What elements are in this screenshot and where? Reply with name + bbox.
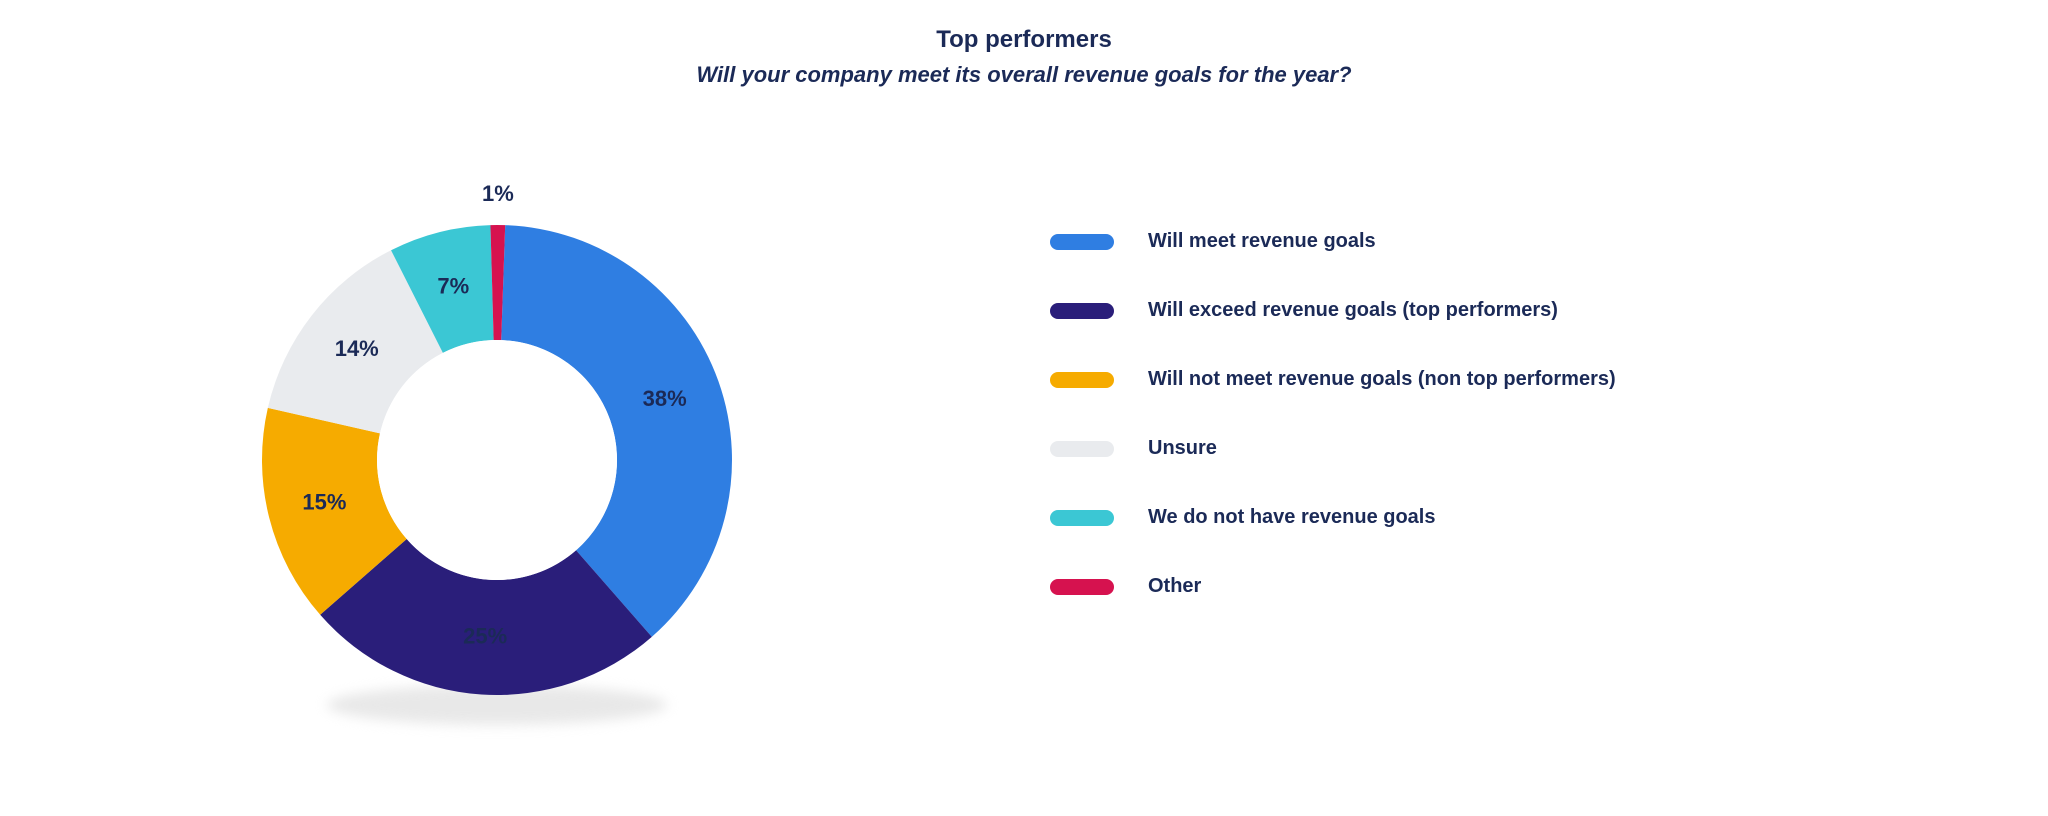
legend-swatch-0 — [1050, 234, 1114, 250]
legend-row-3: Unsure — [1050, 437, 1616, 460]
legend-label-5: Other — [1148, 575, 1201, 598]
legend-swatch-1 — [1050, 303, 1114, 319]
donut-svg: 38% 25% 15% 14% 7% 1% — [222, 185, 772, 735]
donut-slice-label-4: 7% — [437, 273, 469, 298]
legend-label-3: Unsure — [1148, 437, 1217, 460]
legend-row-5: Other — [1050, 575, 1616, 598]
legend-swatch-5 — [1050, 579, 1114, 595]
chart-titles: Top performers Will your company meet it… — [0, 26, 2048, 88]
donut-slice-label-1: 25% — [463, 623, 507, 648]
legend-label-0: Will meet revenue goals — [1148, 230, 1376, 253]
donut-chart: 38% 25% 15% 14% 7% 1% — [222, 185, 772, 735]
legend-label-4: We do not have revenue goals — [1148, 506, 1435, 529]
legend-row-4: We do not have revenue goals — [1050, 506, 1616, 529]
donut-slice-label-2: 15% — [302, 489, 346, 514]
donut-slice-label-0: 38% — [643, 386, 687, 411]
legend-row-0: Will meet revenue goals — [1050, 230, 1616, 253]
chart-title: Top performers — [0, 26, 2048, 54]
donut-hole — [377, 340, 617, 580]
legend-label-1: Will exceed revenue goals (top performer… — [1148, 299, 1558, 322]
donut-slice-label-3: 14% — [335, 336, 379, 361]
legend-label-2: Will not meet revenue goals (non top per… — [1148, 368, 1616, 391]
legend-swatch-4 — [1050, 510, 1114, 526]
legend-row-2: Will not meet revenue goals (non top per… — [1050, 368, 1616, 391]
legend-swatch-3 — [1050, 441, 1114, 457]
legend-row-1: Will exceed revenue goals (top performer… — [1050, 299, 1616, 322]
legend-swatch-2 — [1050, 372, 1114, 388]
donut-slice-label-5: 1% — [482, 185, 514, 206]
chart-subtitle: Will your company meet its overall reven… — [0, 62, 2048, 88]
page-root: Top performers Will your company meet it… — [0, 0, 2048, 816]
chart-legend: Will meet revenue goals Will exceed reven… — [1050, 230, 1616, 598]
